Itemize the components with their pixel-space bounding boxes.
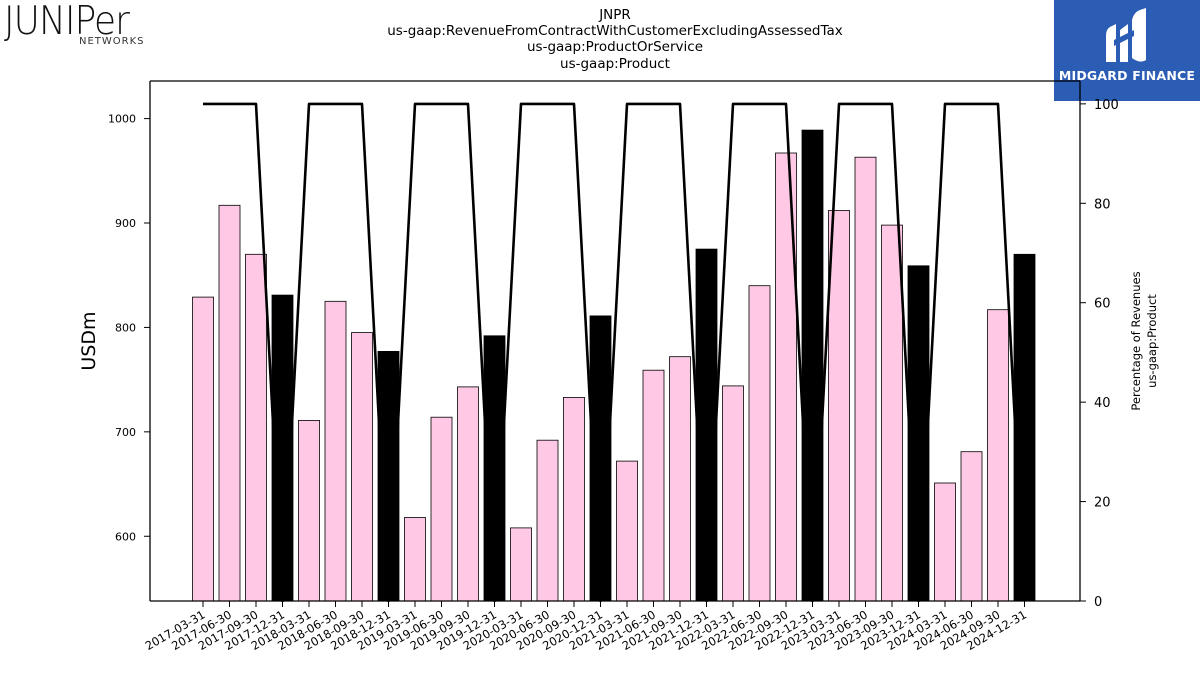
bar-2017-09-30 (245, 253, 267, 602)
percentage-line (203, 102, 1026, 603)
juniper-logo-subtext: NETWORKS (79, 36, 145, 47)
y-tick-label-800: 800 (115, 321, 136, 334)
juniper-logo-wordmark: JUNIPer (4, 0, 130, 44)
bar-2024-06-30 (960, 451, 983, 602)
bar-2023-03-31 (828, 210, 850, 602)
bar-2023-09-30 (881, 224, 903, 602)
y-tick-label-1000: 1000 (108, 113, 136, 126)
bar-2020-03-31 (510, 527, 532, 602)
bar-2021-12-31 (695, 248, 718, 602)
bar-2022-06-30 (748, 285, 771, 602)
y2-tick-label-0: 0 (1094, 595, 1102, 610)
bar-2019-09-30 (457, 386, 479, 602)
bar-2021-09-30 (669, 356, 691, 602)
juniper-logo: JUNIPer NETWORKS (4, 2, 164, 50)
bar-2019-03-31 (404, 517, 426, 602)
bar-2018-06-30 (324, 300, 347, 602)
chart-title-line-4: us-gaap:Product (560, 56, 670, 72)
y2-tick-label-20: 20 (1094, 496, 1111, 511)
bar-2018-03-31 (298, 419, 320, 602)
bar-2024-09-30 (987, 309, 1009, 602)
bar-2017-03-31 (192, 296, 214, 602)
percentage-line-series (203, 102, 1026, 603)
right-axis-label-line-2: us-gaap:Product (1145, 294, 1159, 388)
bar-2022-03-31 (722, 385, 744, 602)
y-axis-label: USDm (78, 311, 100, 370)
y2-tick-label-100: 100 (1094, 98, 1119, 113)
y-tick-label-600: 600 (115, 530, 136, 543)
chart-title-line-3: us-gaap:ProductOrService (526, 39, 704, 55)
bar-2018-09-30 (351, 332, 373, 602)
bar-2020-06-30 (536, 439, 559, 602)
midgard-finance-logo: MIDGARD FINANCE (1054, 0, 1200, 101)
midgard-finance-logo-text: MIDGARD FINANCE (1058, 68, 1196, 83)
bar-2019-06-30 (430, 416, 453, 602)
bar-2021-03-31 (616, 460, 638, 602)
bar-2022-12-31 (801, 129, 824, 602)
bar-2020-09-30 (563, 396, 585, 602)
midgard-finance-emblem-icon (1106, 8, 1146, 62)
y2-tick-label-80: 80 (1094, 197, 1111, 212)
bar-2017-06-30 (218, 204, 241, 602)
left-axis-ticks: 600 700 800 900 1000 (108, 113, 150, 543)
y2-tick-label-40: 40 (1094, 396, 1111, 411)
bar-2023-12-31 (907, 265, 930, 602)
y-tick-label-900: 900 (115, 217, 136, 230)
y-tick-label-700: 700 (115, 426, 136, 439)
chart-axes (149, 80, 1081, 602)
right-axis-ticks: 0 20 40 60 80 100 (1080, 98, 1119, 610)
chart-title-line-2: us-gaap:RevenueFromContractWithCustomerE… (387, 23, 843, 39)
x-axis-ticks: 2017-03-312017-06-302017-09-302017-12-31… (143, 601, 1029, 653)
bar-2023-06-30 (854, 156, 877, 602)
chart-title-line-1: JNPR (599, 7, 631, 23)
bar-2024-12-31 (1013, 253, 1036, 602)
right-axis-label-line-1: Percentage of Revenues (1129, 271, 1143, 410)
bar-2024-03-31 (934, 482, 956, 602)
bar-2021-06-30 (642, 369, 665, 602)
y2-tick-label-60: 60 (1094, 297, 1111, 312)
